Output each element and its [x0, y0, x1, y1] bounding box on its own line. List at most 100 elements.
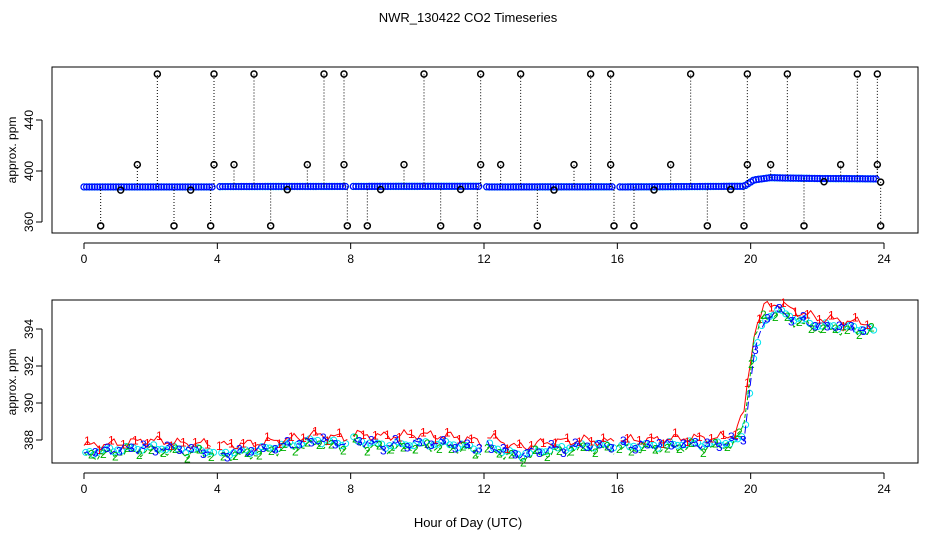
panel-1-baseline-point [160, 183, 168, 191]
panel-1-baseline-point [363, 182, 371, 191]
panel-2-series-1-marker: 1 [672, 426, 679, 440]
panel-2-series-3-marker: 3 [452, 442, 459, 456]
panel-1-baseline-point [157, 183, 165, 191]
panel-1-baseline-point [197, 183, 205, 191]
panel-1-baseline-point [424, 182, 432, 190]
panel-1-baseline-point [704, 182, 712, 191]
panel-2-series-3-marker: 3 [728, 430, 735, 444]
panel-1-baseline-point [152, 183, 160, 191]
panel-1-baseline-point [597, 183, 605, 191]
panel-1-baseline-point [141, 183, 149, 191]
panel-1-baseline-point [355, 182, 363, 191]
panel-1-baseline-point [787, 174, 795, 182]
panel-2-series-3-marker: 3 [788, 315, 795, 329]
panel-1-baseline-point [867, 175, 875, 183]
panel-2-cyan-point [554, 444, 562, 452]
panel-1-baseline-point [717, 182, 725, 191]
panel-2-series-3-marker: 3 [428, 438, 435, 452]
panel-2-cyan-point [354, 437, 362, 445]
panel-1-spike-low-point [363, 222, 372, 230]
panel-1-baseline-point [419, 182, 427, 190]
panel-2-series-1-marker: 1 [720, 428, 727, 442]
panel-2-series-3-marker: 3 [188, 442, 195, 456]
panel-1-baseline-point [171, 183, 179, 191]
panel-1-baseline-point [829, 174, 837, 183]
panel-1-baseline-point [107, 183, 115, 191]
panel-2-cyan-point [590, 444, 598, 452]
panel-2-series-3-marker: 3 [500, 442, 507, 456]
panel-1-baseline-point [776, 174, 784, 182]
panel-1-dip-point [726, 185, 735, 194]
panel-2-cyan-point [138, 446, 146, 454]
panel-2-series-3-marker: 3 [512, 447, 519, 461]
panel-2-series-3-marker: 3 [476, 442, 483, 456]
panel-1-baseline-point [432, 182, 440, 190]
panel-2-series-1-marker: 1 [708, 432, 715, 446]
panel-2-series-2-marker: 2 [472, 448, 479, 462]
panel-2-series-3-marker: 3 [800, 309, 807, 323]
panel-1-baseline-point [781, 174, 789, 182]
panel-1-baseline-point [795, 174, 803, 182]
panel-2-series-3-marker: 3 [776, 301, 783, 315]
panel-1-spike-mid-point [836, 160, 845, 169]
panel-1-baseline-point [696, 182, 704, 191]
panel-2-series-2-marker: 2 [448, 442, 455, 456]
panel-1-baseline-point [784, 174, 792, 182]
panel-1-baseline-point [619, 183, 627, 191]
panel-1-baseline-point [352, 182, 360, 191]
panel-2-series-2-marker: 2 [832, 322, 839, 336]
panel-2-series-1-marker: 1 [828, 308, 835, 322]
panel-1-baseline-point [483, 183, 491, 191]
panel-1-spike-low-point [876, 222, 885, 230]
panel-1-baseline-point [869, 175, 877, 183]
panel-1-spike-high-point [476, 70, 485, 78]
panel-2-series-1-marker: 1 [252, 440, 259, 454]
panel-2-series-1-line [353, 428, 482, 447]
panel-2-series-3-marker: 3 [644, 438, 651, 452]
panel-1-baseline-point [475, 182, 483, 190]
panel-2-cyan-point [630, 442, 638, 450]
panel-1-baseline-point [200, 183, 208, 191]
panel-1-baseline-point [123, 183, 131, 191]
panel-2-series-2-marker: 2 [580, 440, 587, 454]
panel-2-cyan-point [522, 449, 530, 457]
panel-1-baseline-point [571, 183, 579, 191]
panel-1-baseline-point [389, 182, 397, 190]
panel-2-cyan-point [386, 442, 394, 450]
panel-1-baseline-point [651, 183, 659, 191]
panel-2-cyan-point [406, 442, 414, 450]
panel-2-series-2-marker: 2 [112, 450, 119, 464]
panel-1-baseline-point [523, 183, 531, 191]
panel-2-series-2-marker: 2 [340, 443, 347, 457]
panel-1-spike-high-point [340, 70, 348, 78]
panel-2-series-2-marker: 2 [628, 445, 635, 459]
panel-2-cyan-point [394, 438, 402, 446]
panel-2-cyan-point [862, 327, 870, 335]
panel-1-baseline-point [661, 183, 669, 191]
panel-1-baseline-point [557, 183, 565, 191]
panel-1-spike-mid-point [476, 160, 485, 169]
panel-1-spike-high-point [873, 70, 882, 78]
panel-1-spike-low-point [473, 222, 482, 230]
panel-2-series-3-marker: 3 [236, 442, 243, 456]
panel-2-series-1-marker: 1 [768, 300, 775, 314]
panel-1-spike-low-point [533, 222, 542, 230]
panel-2-series-2-marker: 2 [724, 440, 731, 454]
chart-title: NWR_130422 CO2 Timeseries [379, 10, 558, 25]
panel-1-marks [80, 70, 885, 230]
panel-1-baseline-point [525, 183, 533, 191]
panel-1-baseline-point [192, 183, 200, 191]
panel-1-baseline-point [765, 174, 773, 182]
panel-2-cyan-point [434, 440, 442, 448]
panel-1-baseline-point [397, 182, 405, 190]
panel-2-series-3-marker: 3 [836, 319, 843, 333]
panel-1-baseline-point [317, 182, 325, 191]
panel-1-baseline-point [861, 175, 869, 183]
panel-1-baseline-point [341, 182, 349, 191]
panel-1-spike-mid-point [400, 160, 408, 169]
panel-2-series-3-marker: 3 [704, 436, 711, 450]
panel-2-cyan-point [126, 443, 134, 451]
panel-2-cyan-point [266, 444, 274, 452]
panel-1-baseline-point [163, 183, 171, 191]
panel-1-baseline-point [859, 175, 867, 183]
